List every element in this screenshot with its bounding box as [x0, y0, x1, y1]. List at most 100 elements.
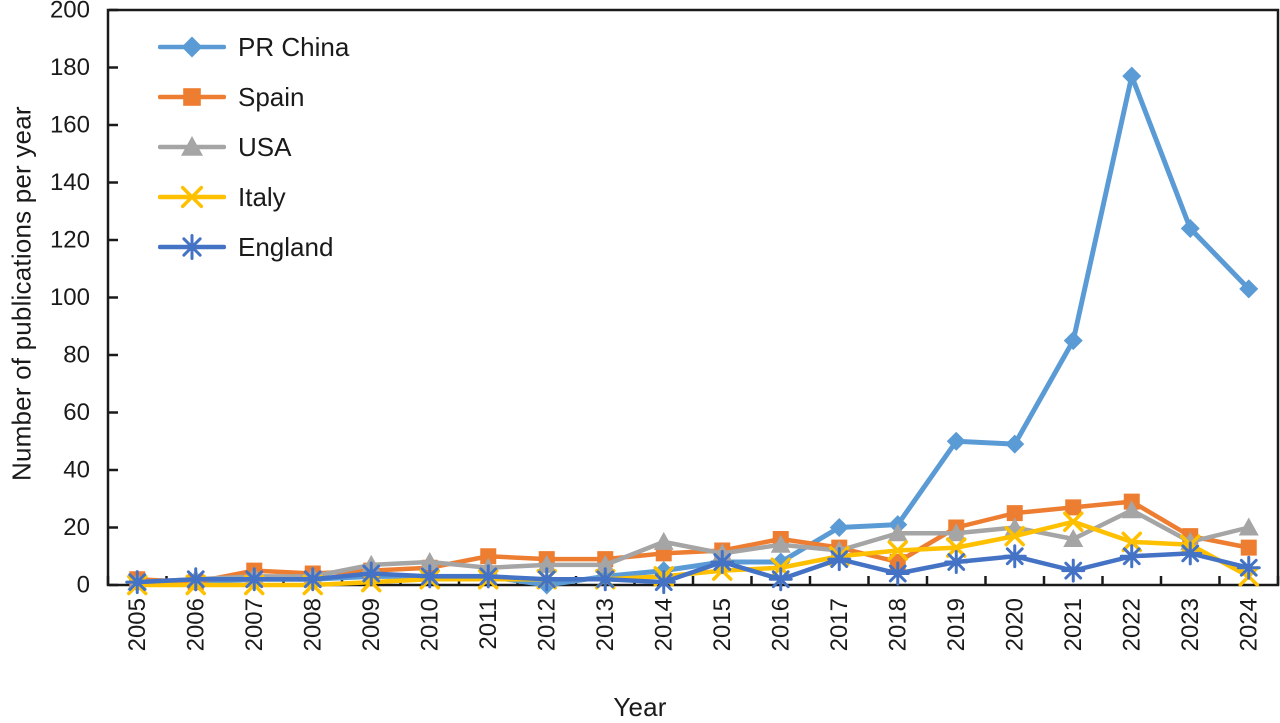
y-tick-label: 40 — [63, 457, 90, 484]
marker-star-icon — [125, 570, 150, 595]
marker-star-icon — [300, 567, 325, 592]
legend-swatch-england — [158, 233, 226, 261]
marker-diamond-icon — [1180, 219, 1200, 238]
y-tick-label: 180 — [50, 54, 90, 81]
x-tick-label: 2014 — [650, 598, 677, 651]
x-tick-label: 2024 — [1235, 598, 1262, 651]
y-tick-label: 60 — [63, 399, 90, 426]
legend-item-pr-china: PR China — [158, 31, 349, 63]
x-tick-label: 2006 — [182, 598, 209, 651]
series-england — [125, 541, 1261, 595]
legend-swatch-usa — [158, 136, 226, 156]
legend-marker — [181, 136, 203, 156]
legend-item-spain: Spain — [158, 81, 349, 113]
x-tick-label: 2019 — [943, 598, 970, 651]
legend-swatch-spain — [158, 88, 226, 106]
marker-star-icon — [1061, 558, 1086, 583]
marker-diamond-icon — [1122, 66, 1142, 86]
legend-label-spain: Spain — [238, 81, 305, 112]
marker-x-icon — [1063, 511, 1084, 532]
marker-triangle-icon — [770, 534, 791, 553]
marker-triangle-icon — [181, 136, 203, 156]
marker-star-icon — [359, 561, 384, 586]
marker-star-icon — [476, 564, 501, 589]
x-tick-label: 2011 — [475, 598, 502, 650]
marker-x-icon — [1121, 531, 1142, 553]
legend-marker — [178, 233, 206, 261]
marker-square-icon — [480, 548, 497, 565]
legend-item-italy: Italy — [158, 181, 349, 213]
legend-label-italy: Italy — [238, 181, 286, 212]
x-tick-label: 2008 — [299, 598, 326, 651]
x-tick-label: 2020 — [1001, 598, 1028, 651]
marker-diamond-icon — [829, 518, 849, 537]
legend-marker — [181, 36, 203, 58]
legend-swatch-pr-china — [158, 36, 226, 58]
x-tick-label: 2005 — [124, 598, 151, 651]
series-line-usa — [135, 508, 1251, 585]
marker-star-icon — [534, 567, 559, 592]
marker-triangle-icon — [1063, 529, 1084, 547]
y-tick-label: 0 — [77, 572, 90, 599]
legend-item-england: England — [158, 231, 349, 263]
marker-star-icon — [651, 570, 676, 595]
marker-x-icon — [180, 185, 204, 209]
marker-triangle-icon — [536, 554, 557, 573]
marker-star-icon — [417, 564, 442, 589]
marker-star-icon — [1002, 544, 1027, 569]
x-tick-label: 2013 — [592, 598, 619, 651]
y-tick-label: 200 — [50, 0, 90, 24]
y-tick-label: 20 — [63, 514, 90, 541]
y-axis-title: Number of publications per year — [6, 106, 37, 482]
legend-label-england: England — [238, 231, 334, 262]
marker-star-icon — [178, 233, 206, 261]
marker-star-icon — [944, 550, 969, 574]
legend-swatch-italy — [158, 185, 226, 209]
x-tick-label: 2017 — [826, 598, 853, 651]
y-tick-label: 140 — [50, 169, 90, 196]
x-tick-label: 2010 — [416, 598, 443, 651]
x-tick-label: 2012 — [533, 598, 560, 651]
marker-triangle-icon — [1121, 500, 1142, 519]
legend-label-usa: USA — [238, 131, 292, 162]
legend-label-pr-china: PR China — [238, 31, 350, 62]
marker-x-icon — [887, 540, 908, 561]
marker-diamond-icon — [946, 431, 966, 451]
marker-diamond-icon — [1005, 434, 1025, 454]
marker-star-icon — [242, 567, 267, 592]
marker-star-icon — [1119, 544, 1144, 569]
x-axis-title: Year — [613, 692, 667, 722]
marker-star-icon — [1178, 541, 1203, 566]
marker-star-icon — [768, 567, 793, 592]
x-tick-label: 2023 — [1177, 598, 1204, 651]
marker-star-icon — [885, 561, 910, 586]
y-axis: 0 20 40 60 80 100 120 140 160 180 200 — [50, 0, 118, 599]
marker-triangle-icon — [946, 523, 967, 542]
marker-triangle-icon — [1238, 517, 1259, 536]
marker-triangle-icon — [653, 531, 674, 550]
marker-diamond-icon — [181, 36, 203, 58]
y-tick-label: 80 — [63, 342, 90, 369]
marker-star-icon — [827, 547, 852, 572]
y-tick-label: 120 — [50, 227, 90, 254]
marker-star-icon — [593, 567, 618, 592]
x-axis: 2005 2006 2007 2008 2009 2010 2011 2012 2013 2014… — [106, 576, 1280, 651]
legend-marker — [183, 88, 201, 106]
x-tick-label: 2007 — [241, 598, 268, 651]
x-tick-label: 2016 — [767, 598, 794, 651]
x-tick-label: 2021 — [1060, 598, 1087, 651]
marker-square-icon — [1065, 499, 1082, 516]
marker-triangle-icon — [887, 523, 908, 542]
x-tick-label: 2022 — [1118, 598, 1145, 651]
marker-square-icon — [183, 88, 201, 106]
marker-diamond-icon — [1239, 279, 1259, 299]
legend: PR China Spain USA Italy England — [158, 31, 349, 263]
marker-square-icon — [1006, 505, 1023, 522]
y-tick-label: 100 — [50, 284, 90, 311]
marker-diamond-icon — [1063, 331, 1083, 351]
marker-star-icon — [183, 567, 208, 592]
marker-square-icon — [1240, 539, 1257, 556]
marker-x-icon — [946, 537, 967, 558]
